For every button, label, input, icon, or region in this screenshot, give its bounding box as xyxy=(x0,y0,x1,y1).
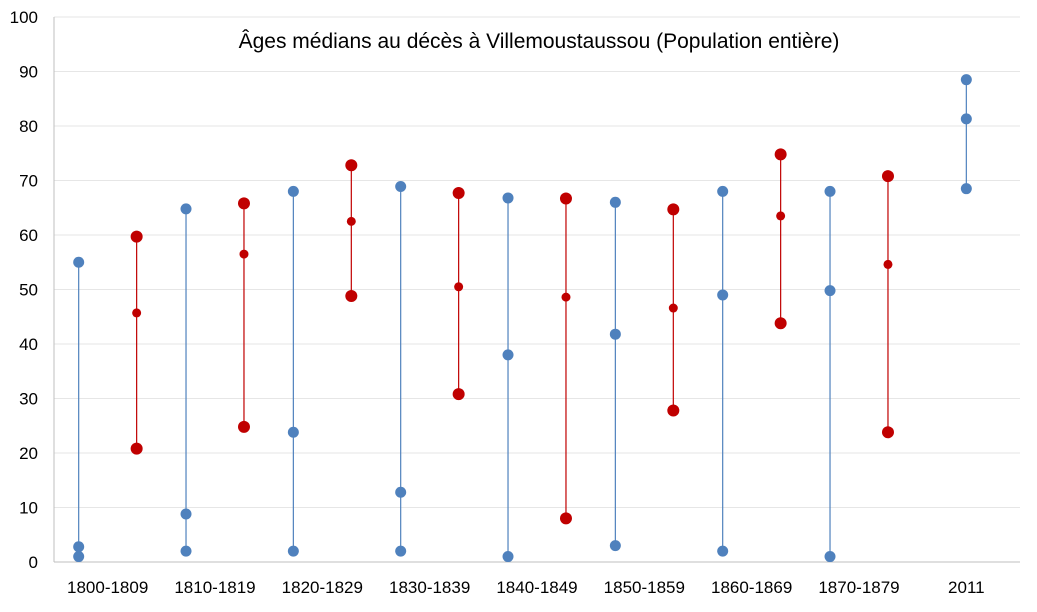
high-point xyxy=(502,192,514,204)
median-point xyxy=(960,113,972,125)
y-tick-label: 100 xyxy=(10,8,38,27)
high-point xyxy=(960,74,972,86)
median-point xyxy=(132,308,142,318)
median-point xyxy=(776,211,786,221)
high-point xyxy=(287,185,299,197)
high-point xyxy=(774,148,787,161)
x-tick-label: 1810-1819 xyxy=(174,578,255,597)
low-point xyxy=(180,545,192,557)
low-point xyxy=(667,404,680,417)
median-point xyxy=(395,486,407,498)
median-point xyxy=(287,426,299,438)
median-point xyxy=(502,349,514,361)
median-point xyxy=(717,289,729,301)
high-point xyxy=(559,192,572,205)
axes xyxy=(53,17,1020,563)
high-point xyxy=(345,159,358,172)
low-point xyxy=(774,317,787,330)
y-tick-label: 90 xyxy=(19,63,38,82)
low-point xyxy=(824,551,836,563)
x-tick-label: 1860-1869 xyxy=(711,578,792,597)
high-point xyxy=(881,170,894,183)
low-point xyxy=(717,545,729,557)
high-point xyxy=(237,197,250,210)
low-point xyxy=(502,551,514,563)
high-point xyxy=(824,185,836,197)
y-tick-label: 70 xyxy=(19,172,38,191)
low-point xyxy=(73,551,85,563)
gridlines xyxy=(54,16,1020,508)
high-point xyxy=(180,203,192,215)
median-point xyxy=(824,285,836,297)
low-point xyxy=(395,545,407,557)
median-point xyxy=(73,541,85,553)
y-tick-label: 10 xyxy=(19,499,38,518)
y-tick-label: 60 xyxy=(19,226,38,245)
series xyxy=(73,74,972,563)
chart-title: Âges médians au décès à Villemoustaussou… xyxy=(239,30,840,53)
low-point xyxy=(960,183,972,195)
x-tick-label: 1820-1829 xyxy=(282,578,363,597)
low-point xyxy=(559,512,572,525)
tick-labels: 0 10 20 30 40 50 60 70 80 90 100 1800-1809 1810-1819… xyxy=(10,8,985,597)
high-point xyxy=(73,256,85,268)
high-point xyxy=(395,180,407,192)
median-point xyxy=(883,259,893,269)
low-point xyxy=(287,545,299,557)
y-tick-label: 40 xyxy=(19,335,38,354)
x-tick-label: 1800-1809 xyxy=(67,578,148,597)
x-tick-label: 2011 xyxy=(948,578,985,597)
y-tick-label: 0 xyxy=(29,553,38,572)
median-point xyxy=(454,282,464,292)
low-point xyxy=(609,540,621,552)
median-point xyxy=(668,303,678,313)
low-point xyxy=(130,442,143,455)
x-tick-label: 1850-1859 xyxy=(604,578,685,597)
low-point xyxy=(452,388,465,401)
median-point xyxy=(180,508,192,520)
x-tick-label: 1840-1849 xyxy=(496,578,577,597)
low-point xyxy=(237,420,250,433)
high-point xyxy=(609,196,621,208)
low-point xyxy=(345,290,358,303)
high-point xyxy=(667,203,680,216)
high-point xyxy=(130,230,143,243)
y-tick-label: 30 xyxy=(19,390,38,409)
median-point xyxy=(346,216,356,226)
y-tick-label: 80 xyxy=(19,117,38,136)
high-point xyxy=(717,185,729,197)
median-point xyxy=(561,292,571,302)
x-tick-label: 1830-1839 xyxy=(389,578,470,597)
low-point xyxy=(881,426,894,439)
x-tick-label: 1870-1879 xyxy=(818,578,899,597)
y-tick-label: 50 xyxy=(19,281,38,300)
median-point xyxy=(609,328,621,340)
high-point xyxy=(452,187,465,200)
y-tick-label: 20 xyxy=(19,444,38,463)
median-point xyxy=(239,249,249,259)
